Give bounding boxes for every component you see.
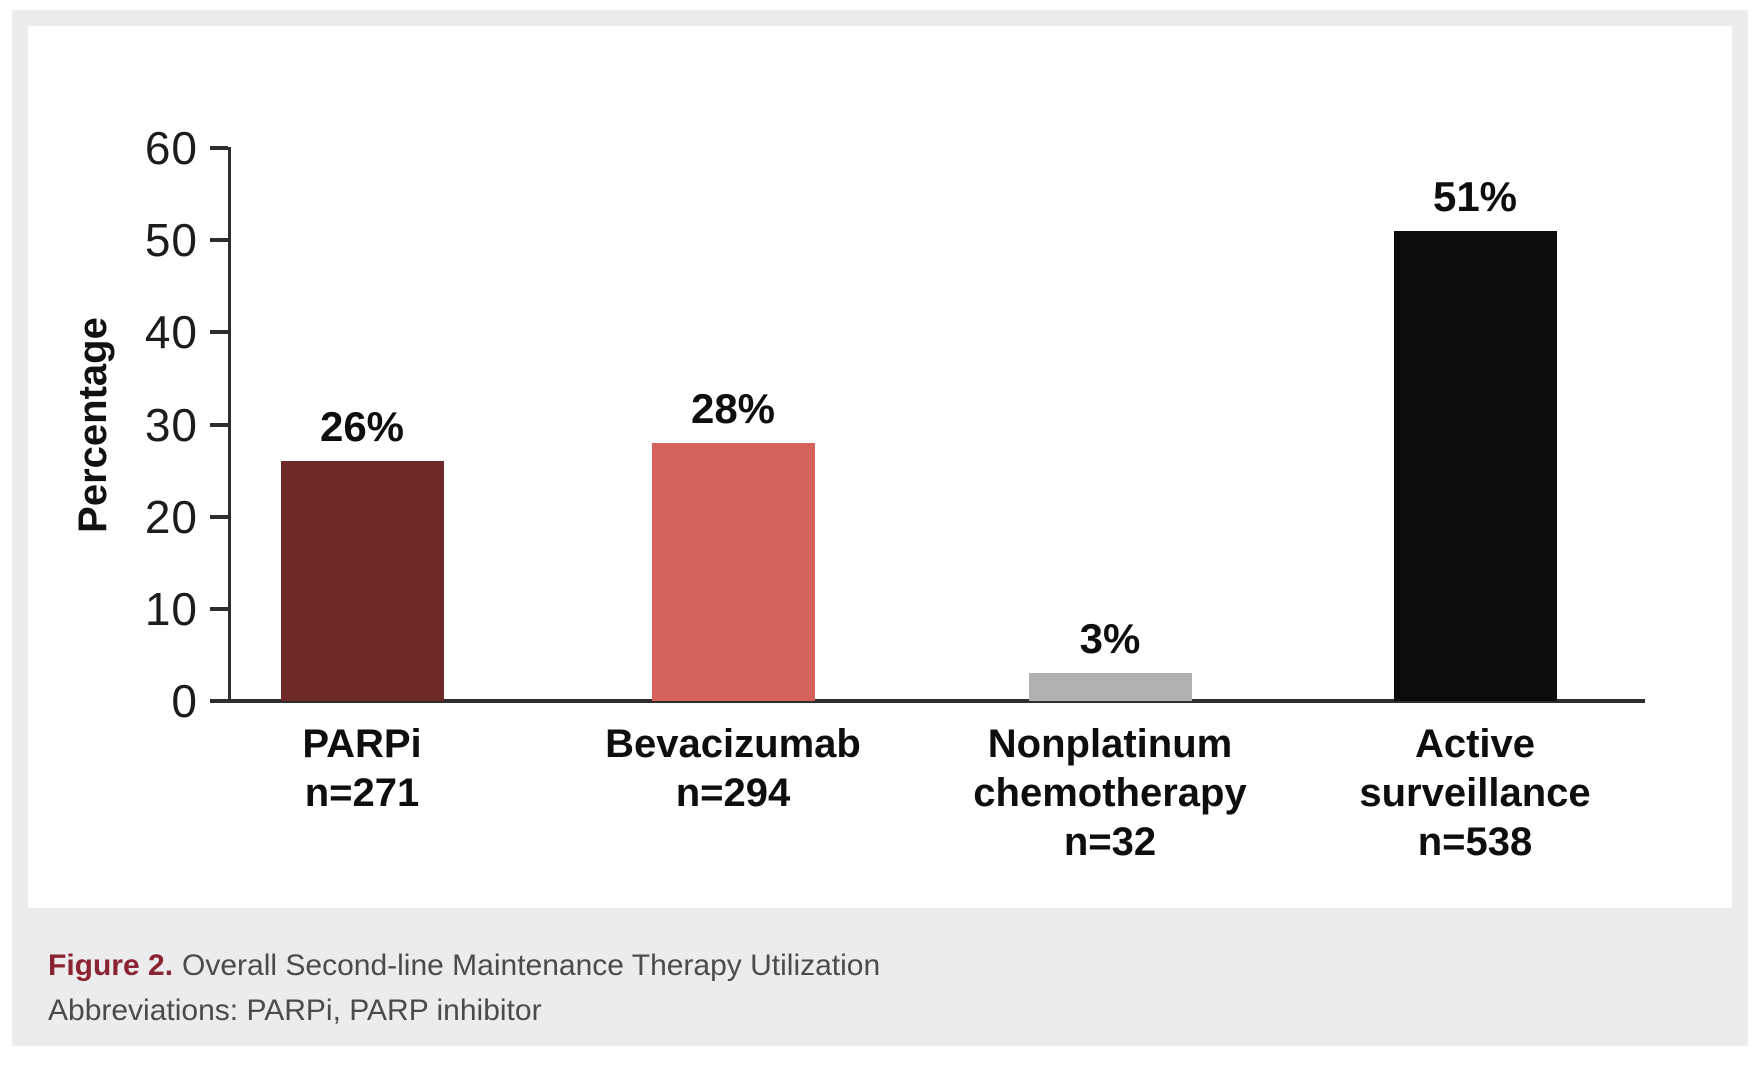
y-axis-tick-50 <box>210 238 228 242</box>
y-axis-tick-60 <box>210 146 228 150</box>
x-axis-category-label-bevacizumab: Bevacizumab n=294 <box>543 720 923 818</box>
x-axis-category-line: Bevacizumab <box>605 722 861 766</box>
bar-active-surveillance <box>1394 231 1557 701</box>
y-axis-tick-label-10: 10 <box>144 583 198 635</box>
x-axis-category-label-parpi: PARPi n=271 <box>172 720 552 818</box>
x-axis-category-label-active-surveillance: Active surveillance n=538 <box>1285 720 1665 867</box>
bar-value-label-active-surveillance: 51% <box>1432 173 1518 220</box>
y-axis-tick-label-0: 0 <box>171 675 198 727</box>
bar-parpi <box>281 461 444 701</box>
caption-line-1: Figure 2. Overall Second-line Maintenance… <box>48 943 880 988</box>
y-axis-tick-0 <box>210 699 228 703</box>
bar-value-label-parpi: 26% <box>319 403 405 450</box>
x-axis-category-label-nonplatinum-chemotherapy: Nonplatinum chemotherapy n=32 <box>920 720 1300 867</box>
figure-caption: Figure 2. Overall Second-line Maintenance… <box>48 943 880 1033</box>
y-axis-tick-20 <box>210 515 228 519</box>
x-axis-category-line: Nonplatinum <box>987 722 1233 766</box>
bar-value-label-nonplatinum-chemotherapy: 3% <box>1079 615 1141 662</box>
y-axis-tick-label-30: 30 <box>144 399 198 451</box>
bar-bevacizumab <box>652 443 815 701</box>
x-axis-category-line: chemotherapy <box>973 771 1247 815</box>
y-axis-tick-label-50: 50 <box>144 214 198 266</box>
y-axis-tick-label-20: 20 <box>144 491 198 543</box>
figure-number-label: Figure 2. <box>48 949 174 982</box>
y-axis-tick-label-40: 40 <box>144 306 198 358</box>
y-axis-line <box>228 147 231 703</box>
x-axis-category-line: Active <box>1414 722 1536 766</box>
x-axis-category-line: n=32 <box>1063 820 1157 864</box>
x-axis-line <box>228 699 1645 703</box>
y-axis-tick-40 <box>210 330 228 334</box>
x-axis-category-line: n=538 <box>1417 820 1533 864</box>
x-axis-category-line: n=271 <box>304 771 420 815</box>
x-axis-category-line: surveillance <box>1359 771 1591 815</box>
abbreviations-line: Abbreviations: PARPi, PARP inhibitor <box>48 994 542 1027</box>
bar-value-label-bevacizumab: 28% <box>690 385 776 432</box>
y-axis-tick-30 <box>210 423 228 427</box>
y-axis-tick-label-60: 60 <box>144 122 198 174</box>
y-axis-tick-10 <box>210 607 228 611</box>
x-axis-category-line: PARPi <box>302 722 422 766</box>
figure-title-text: Overall Second-line Maintenance Therapy … <box>182 949 881 982</box>
bar-nonplatinum-chemotherapy <box>1029 673 1192 701</box>
x-axis-category-line: n=294 <box>675 771 791 815</box>
